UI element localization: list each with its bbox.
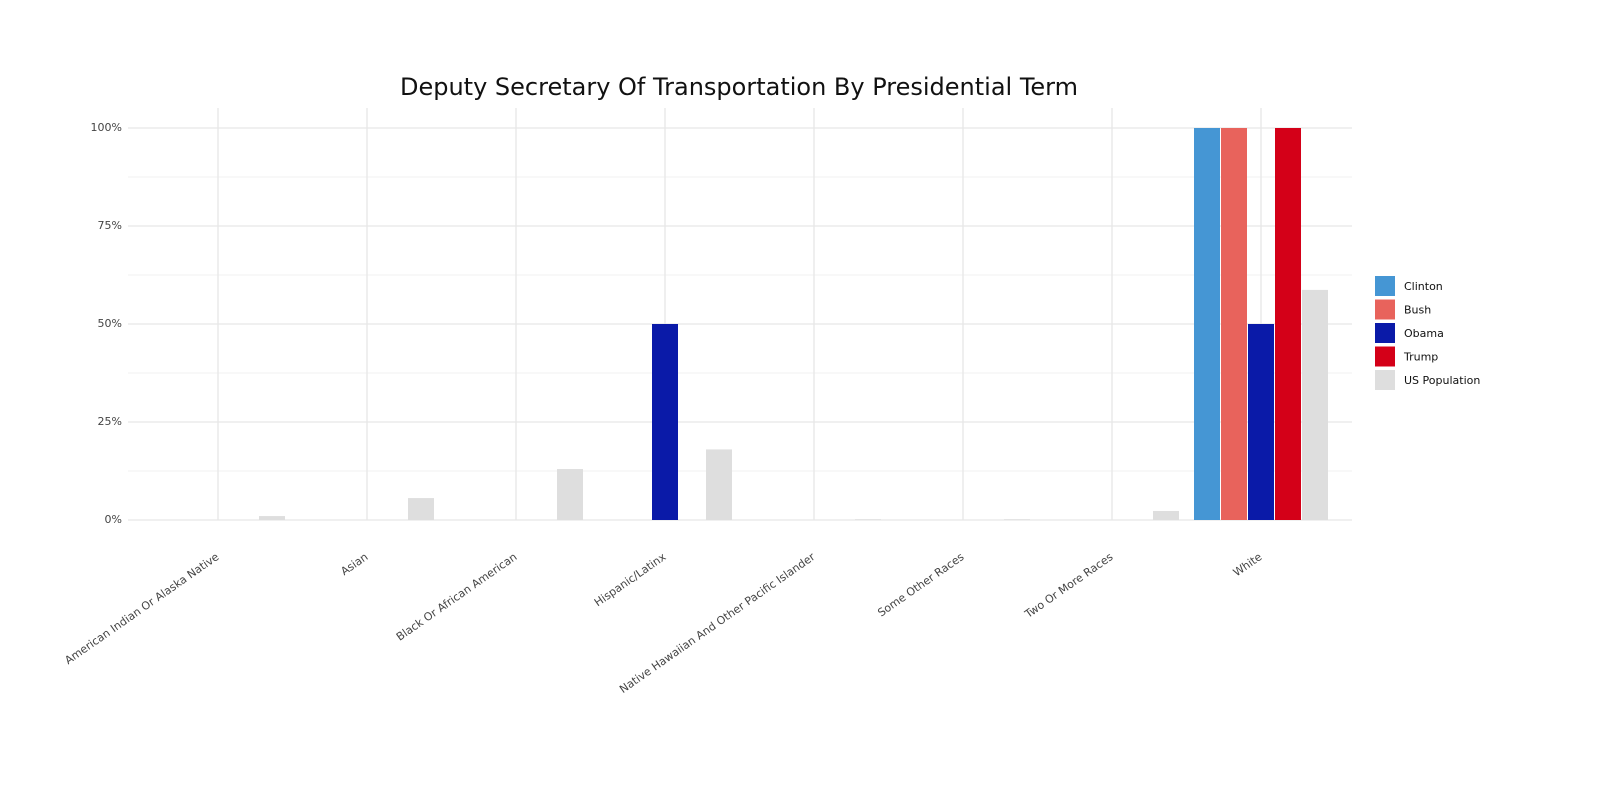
y-tick-label: 0% bbox=[105, 513, 122, 526]
legend-label: Trump bbox=[1403, 351, 1438, 364]
bar bbox=[855, 519, 881, 520]
bar bbox=[259, 516, 285, 520]
legend-swatch bbox=[1375, 370, 1395, 390]
x-tick-label: Hispanic/Latinx bbox=[592, 550, 669, 609]
bar bbox=[408, 498, 434, 520]
legend-swatch bbox=[1375, 346, 1395, 367]
bar bbox=[1221, 128, 1247, 520]
y-tick-label: 100% bbox=[91, 121, 122, 134]
chart-title: Deputy Secretary Of Transportation By Pr… bbox=[400, 73, 1078, 101]
x-tick-label: Black Or African American bbox=[394, 550, 520, 643]
x-tick-label: Asian bbox=[338, 550, 370, 578]
bar bbox=[1004, 519, 1030, 520]
legend-swatch bbox=[1375, 299, 1395, 320]
x-tick-label: American Indian Or Alaska Native bbox=[62, 550, 221, 667]
bar bbox=[557, 469, 583, 520]
bar bbox=[652, 324, 678, 520]
legend-swatch bbox=[1375, 323, 1395, 343]
legend-swatch bbox=[1375, 276, 1395, 296]
x-tick-label: White bbox=[1231, 550, 1265, 579]
bar bbox=[1275, 128, 1301, 520]
y-tick-label: 25% bbox=[98, 415, 122, 428]
y-tick-label: 75% bbox=[98, 219, 122, 232]
bar bbox=[1153, 510, 1179, 520]
x-tick-label: Two Or More Races bbox=[1022, 550, 1116, 621]
bar bbox=[1248, 324, 1274, 520]
y-tick-label: 50% bbox=[98, 317, 122, 330]
legend-label: Obama bbox=[1404, 327, 1444, 340]
bar bbox=[1302, 289, 1328, 520]
legend-label: Clinton bbox=[1404, 280, 1443, 293]
bar bbox=[1194, 128, 1220, 520]
legend-label: Bush bbox=[1404, 304, 1431, 317]
bar bbox=[706, 449, 732, 520]
legend-label: US Population bbox=[1404, 374, 1480, 387]
x-tick-label: Some Other Races bbox=[875, 550, 966, 619]
